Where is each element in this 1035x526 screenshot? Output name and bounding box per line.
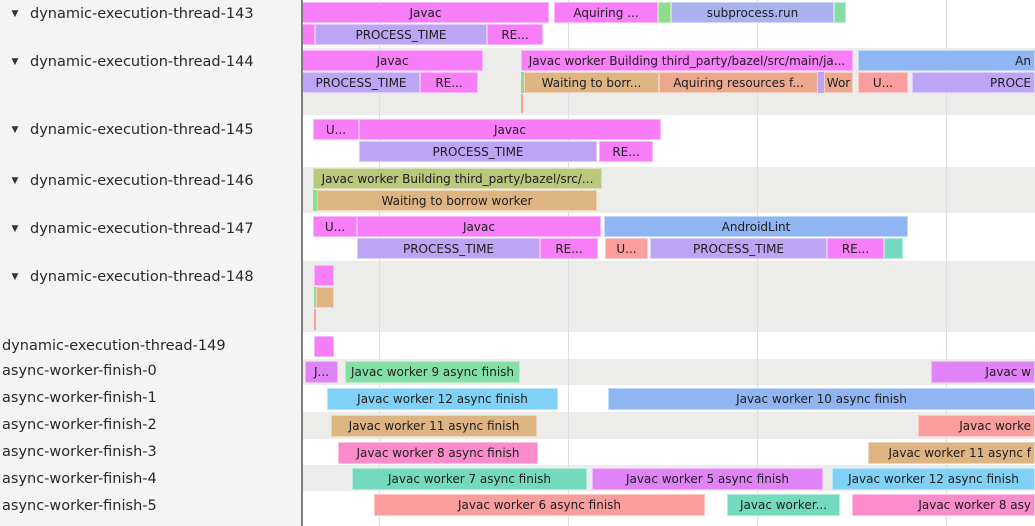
track-name-text: async-worker-finish-1	[2, 390, 157, 406]
trace-slice[interactable]: Javac worker 8 asy	[852, 494, 1035, 516]
collapse-triangle-icon[interactable]: ▼	[11, 224, 19, 234]
track-name-sidebar: ▼ dynamic-execution-thread-143 ▼ dynamic-ex…	[0, 0, 303, 526]
trace-slice[interactable]: Javac worker 5 async finish	[592, 468, 823, 490]
trace-slice[interactable]: Javac worker 11 async f	[868, 442, 1035, 464]
time-gridline	[757, 0, 758, 526]
trace-slice[interactable]: Javac worke	[918, 415, 1035, 437]
collapse-triangle-icon[interactable]: ▼	[11, 272, 19, 282]
track-name-text: async-worker-finish-5	[2, 498, 157, 514]
trace-slice[interactable]: RE...	[599, 141, 653, 162]
track-name-text: dynamic-execution-thread-148	[30, 269, 254, 285]
track-name-text: async-worker-finish-2	[2, 417, 157, 433]
track-label-async-worker-finish-2[interactable]: ▼async-worker-finish-2	[0, 415, 301, 435]
trace-slice[interactable]	[302, 24, 315, 45]
trace-slice[interactable]: RE...	[827, 238, 884, 259]
track-label-async-worker-finish-3[interactable]: ▼async-worker-finish-3	[0, 442, 301, 462]
track-label-dynamic-execution-thread-146[interactable]: ▼ dynamic-execution-thread-146	[0, 171, 301, 191]
trace-slice[interactable]: Javac worker Building third_party/bazel/…	[313, 168, 602, 189]
trace-slice[interactable]: RE...	[420, 72, 478, 93]
trace-slice[interactable]: subprocess.run	[671, 2, 834, 23]
trace-slice[interactable]: Javac worker 8 async finish	[338, 442, 538, 464]
trace-slice[interactable]: Javac	[302, 2, 549, 23]
trace-slice[interactable]: PROCESS_TIME	[357, 238, 540, 259]
track-label-dynamic-execution-thread-144[interactable]: ▼ dynamic-execution-thread-144	[0, 52, 301, 72]
trace-slice[interactable]: AndroidLint	[604, 216, 908, 237]
trace-slice[interactable]: Javac worker...	[727, 494, 840, 516]
trace-slice[interactable]	[521, 94, 523, 113]
trace-slice[interactable]: Javac w	[931, 361, 1035, 383]
trace-slice[interactable]: An	[858, 50, 1035, 71]
trace-slice[interactable]: U...	[313, 119, 359, 140]
trace-slice[interactable]: U...	[313, 216, 357, 237]
track-name-text: dynamic-execution-thread-149	[2, 338, 226, 354]
collapse-triangle-icon[interactable]: ▼	[11, 57, 19, 67]
track-label-dynamic-execution-thread-145[interactable]: ▼ dynamic-execution-thread-145	[0, 120, 301, 140]
track-name-text: dynamic-execution-thread-145	[30, 122, 254, 138]
trace-slice[interactable]	[658, 2, 671, 23]
track-label-async-worker-finish-1[interactable]: ▼async-worker-finish-1	[0, 388, 301, 408]
trace-slice[interactable]: RE...	[540, 238, 598, 259]
trace-slice[interactable]: J...	[305, 361, 338, 383]
trace-slice[interactable]: Javac worker 6 async finish	[374, 494, 705, 516]
trace-slice[interactable]: Javac worker 12 async finish	[327, 388, 558, 410]
trace-slice[interactable]	[521, 72, 524, 93]
trace-slice[interactable]	[834, 2, 846, 23]
track-band	[302, 332, 1035, 359]
trace-slice[interactable]: Javac worker 12 async finish	[832, 468, 1035, 490]
trace-slice[interactable]	[314, 265, 334, 286]
trace-slice[interactable]: Javac worker 11 async finish	[331, 415, 537, 437]
trace-slice[interactable]: Javac worker 10 async finish	[608, 388, 1035, 410]
track-name-text: dynamic-execution-thread-147	[30, 221, 254, 237]
time-gridline	[379, 0, 380, 526]
trace-slice[interactable]: RE...	[487, 24, 543, 45]
track-label-dynamic-execution-thread-147[interactable]: ▼ dynamic-execution-thread-147	[0, 219, 301, 239]
trace-slice[interactable]: Javac	[357, 216, 601, 237]
trace-slice[interactable]: U...	[605, 238, 648, 259]
trace-slice[interactable]: U...	[858, 72, 908, 93]
time-gridline	[568, 0, 569, 526]
track-label-async-worker-finish-0[interactable]: ▼async-worker-finish-0	[0, 361, 301, 381]
track-name-text: async-worker-finish-0	[2, 363, 157, 379]
trace-slice[interactable]: Javac worker Building third_party/bazel/…	[521, 50, 853, 71]
trace-slice[interactable]: PROCE	[912, 72, 1035, 93]
track-name-text: async-worker-finish-4	[2, 471, 157, 487]
trace-slice[interactable]: Aquiring ...	[554, 2, 658, 23]
track-label-async-worker-finish-5[interactable]: ▼async-worker-finish-5	[0, 496, 301, 516]
trace-slice[interactable]: Javac worker 7 async finish	[352, 468, 587, 490]
trace-slice[interactable]: Javac	[302, 50, 483, 71]
trace-slice[interactable]: Javac worker 9 async finish	[345, 361, 520, 383]
trace-slice[interactable]	[818, 72, 824, 93]
track-label-dynamic-execution-thread-149[interactable]: ▼dynamic-execution-thread-149	[0, 336, 301, 356]
track-name-text: async-worker-finish-3	[2, 444, 157, 460]
trace-slice[interactable]	[314, 336, 334, 357]
track-label-dynamic-execution-thread-143[interactable]: ▼ dynamic-execution-thread-143	[0, 4, 301, 24]
trace-slice[interactable]	[316, 287, 334, 308]
trace-slice[interactable]: Aquiring resources f...	[659, 72, 818, 93]
trace-slice[interactable]	[884, 238, 903, 259]
trace-slice[interactable]: PROCESS_TIME	[359, 141, 597, 162]
trace-slice[interactable]: Javac	[359, 119, 661, 140]
trace-slice[interactable]: PROCESS_TIME	[315, 24, 487, 45]
track-name-text: dynamic-execution-thread-143	[30, 6, 254, 22]
trace-slice[interactable]	[314, 287, 316, 308]
track-name-text: dynamic-execution-thread-144	[30, 54, 254, 70]
trace-slice[interactable]	[314, 309, 316, 330]
trace-slice[interactable]: Waiting to borrow worker	[317, 190, 597, 211]
track-label-async-worker-finish-4[interactable]: ▼async-worker-finish-4	[0, 469, 301, 489]
trace-slice[interactable]: PROCESS_TIME	[650, 238, 827, 259]
trace-slice[interactable]: Wor	[824, 72, 853, 93]
trace-slice[interactable]	[313, 190, 317, 211]
trace-slice[interactable]: Waiting to borr...	[524, 72, 659, 93]
track-band	[302, 261, 1035, 332]
collapse-triangle-icon[interactable]: ▼	[11, 125, 19, 135]
collapse-triangle-icon[interactable]: ▼	[11, 176, 19, 186]
collapse-triangle-icon[interactable]: ▼	[11, 9, 19, 19]
time-gridline	[946, 0, 947, 526]
track-label-dynamic-execution-thread-148[interactable]: ▼ dynamic-execution-thread-148	[0, 267, 301, 287]
track-name-text: dynamic-execution-thread-146	[30, 173, 254, 189]
trace-slice[interactable]: PROCESS_TIME	[302, 72, 420, 93]
